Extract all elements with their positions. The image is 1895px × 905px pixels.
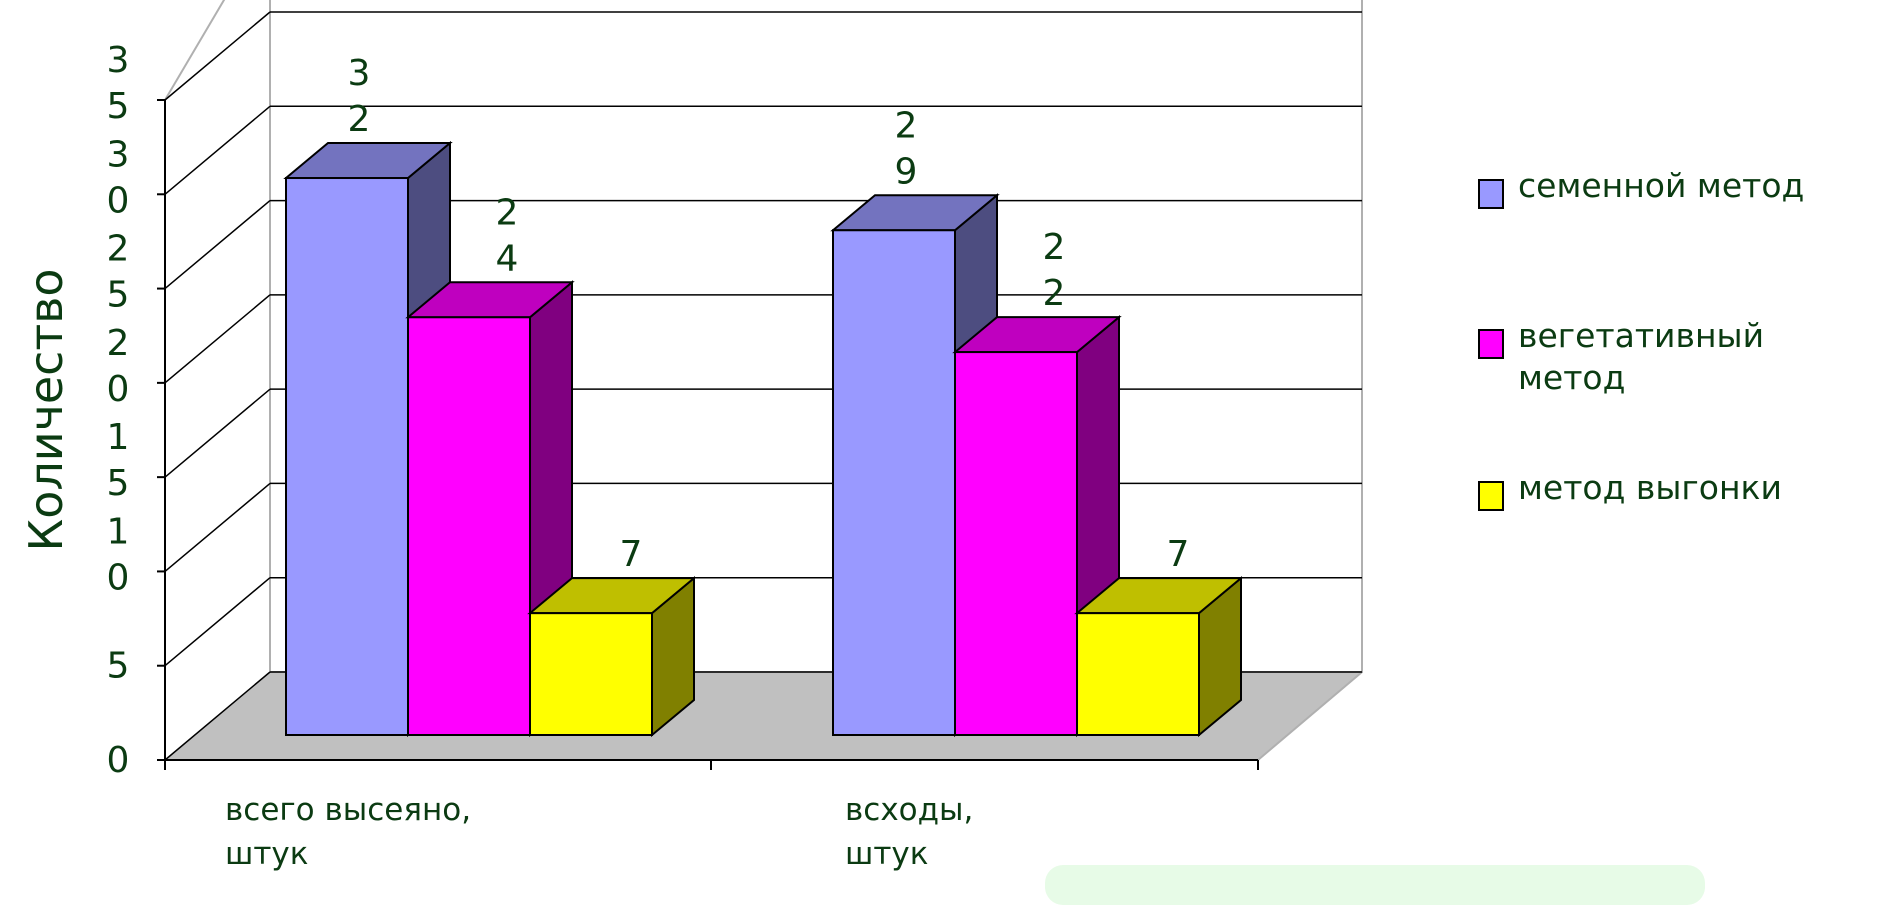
y-axis-title: Количество [19,269,73,552]
data-label: 7 [1167,534,1190,575]
legend-swatch-seed-method [1478,179,1504,209]
x-category-label: всего высеяно, штук [225,792,471,872]
legend-label-forcing-method: метод выгонки [1518,468,1782,507]
bar [1074,576,1244,738]
side-wall-gridline [164,388,271,478]
floor-right-edge [1257,671,1363,761]
bar-front [529,612,653,736]
side-wall-top-edge [164,0,226,101]
bar-front [954,351,1078,736]
side-wall-gridline [164,11,271,101]
side-wall-gridline [164,105,271,195]
side-wall-gridline [164,294,271,384]
legend-item-vegetative-method: вегетативный метод [1478,315,1878,399]
legend-swatch-vegetative-method [1478,329,1504,359]
side-wall-gridline [164,199,271,290]
bar-front [1076,612,1200,736]
y-tick-label: 5 [107,646,130,687]
legend-item-forcing-method: метод выгонки [1478,467,1878,511]
y-tick-label: 0 [107,740,130,781]
legend-item-seed-method: семенной метод [1478,165,1878,209]
bar [527,576,697,738]
bar-chart: 0 5 1 01 52 02 53 03 5 всего высеяно, штук всходы, ш… [19,0,1363,872]
side-wall-gridline [164,671,271,761]
decorative-green-panel [1045,865,1705,905]
bar-front [832,229,956,736]
side-wall-gridline [164,577,271,667]
bar-front [407,316,531,736]
legend-label-vegetative-method: вегетативный метод [1518,316,1765,397]
legend-label-seed-method: семенной метод [1518,166,1805,205]
legend-swatch-forcing-method [1478,481,1504,511]
bar-front [285,177,409,737]
side-wall-gridline [164,482,271,573]
x-category-label: всходы, штук [845,792,973,872]
data-label: 7 [620,534,643,575]
